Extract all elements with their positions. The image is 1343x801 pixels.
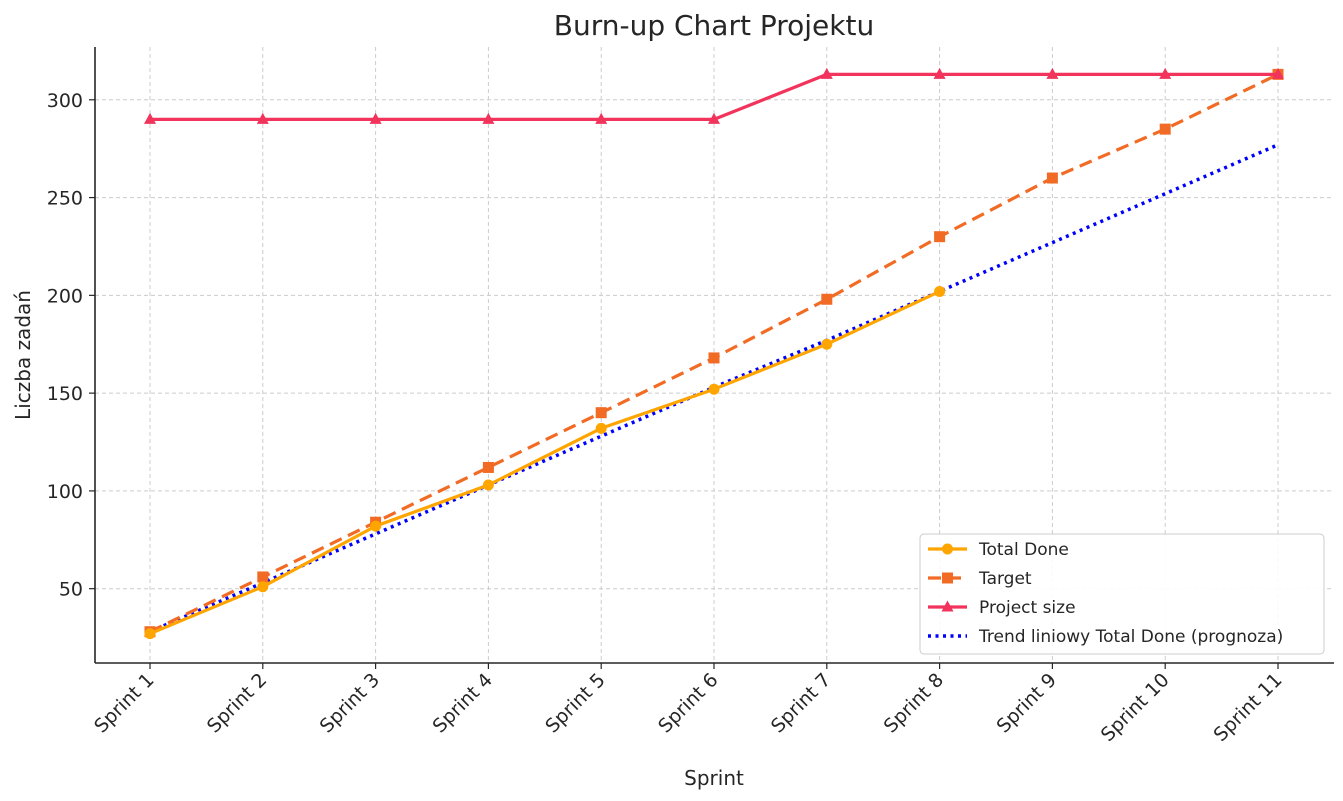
x-tick-label: Sprint 6 <box>654 669 722 737</box>
data-point-project-size <box>708 112 720 124</box>
data-point-total-done <box>257 581 269 593</box>
data-point-project-size <box>256 112 269 124</box>
data-point-total-done <box>595 422 607 434</box>
x-tick-label: Sprint 7 <box>767 669 835 737</box>
y-tick-label: 300 <box>47 90 83 112</box>
series-total-done <box>144 285 946 640</box>
data-point-project-size <box>369 112 382 124</box>
x-tick-label: Sprint 1 <box>90 669 158 737</box>
data-point-project-size <box>144 112 156 124</box>
data-point-target <box>708 352 720 364</box>
x-tick-label: Sprint 11 <box>1210 669 1287 746</box>
data-point-project-size <box>482 112 495 124</box>
series-trend-liniowy-total-done-prognoza <box>149 143 1279 634</box>
data-point-total-done <box>708 383 720 395</box>
legend-box <box>919 533 1325 655</box>
x-tick-label: Sprint 3 <box>316 669 384 737</box>
series-line-trend-liniowy-total-done-prognoza <box>149 143 1279 634</box>
data-point-target <box>482 461 494 473</box>
x-tick-label: Sprint 2 <box>203 669 271 737</box>
data-point-target <box>257 571 269 583</box>
data-point-total-done <box>934 285 946 297</box>
x-tick-label: Sprint 4 <box>428 669 496 737</box>
x-axis-title: Sprint <box>684 766 744 790</box>
legend-label: Project size <box>979 598 1076 618</box>
data-point-project-size <box>595 112 608 124</box>
data-point-total-done <box>821 338 833 350</box>
x-tick-label: Sprint 9 <box>992 669 1060 737</box>
y-tick-label: 200 <box>47 285 83 307</box>
legend-marker-target <box>942 572 953 584</box>
y-tick-label: 50 <box>59 579 83 601</box>
legend-label: Target <box>978 569 1032 589</box>
y-axis-title: Liczba zadań <box>11 290 35 420</box>
data-point-target <box>821 293 833 305</box>
data-point-project-size <box>933 67 946 79</box>
x-axis-ticks: Sprint 1 Sprint 2 Sprint 3 Sprint 4 Sprint 5… <box>90 663 1287 746</box>
x-tick-label: Sprint 10 <box>1097 669 1174 746</box>
data-point-project-size <box>1046 67 1059 79</box>
legend: Total Done Target Project size Trend liniow… <box>919 533 1325 655</box>
legend-item-trend-liniowy-total-done-prognoza: Trend liniowy Total Done (prognoza) <box>928 627 1283 647</box>
data-point-target <box>1046 172 1058 184</box>
y-axis-ticks: 50 100 150 200 250 300 <box>47 90 95 601</box>
chart-title: Burn-up Chart Projektu <box>554 9 874 42</box>
data-point-total-done <box>482 479 494 491</box>
legend-label: Trend liniowy Total Done (prognoza) <box>978 627 1283 647</box>
y-tick-label: 100 <box>47 481 83 503</box>
y-tick-label: 250 <box>47 188 83 210</box>
y-tick-label: 150 <box>47 383 83 405</box>
series-project-size <box>144 67 1284 124</box>
data-point-total-done <box>370 520 382 532</box>
series <box>144 67 1284 640</box>
data-point-target <box>595 407 607 419</box>
legend-item-target: Target <box>928 569 1032 589</box>
data-point-target <box>934 231 946 243</box>
legend-item-total-done: Total Done <box>928 540 1069 560</box>
data-point-project-size <box>1272 67 1284 79</box>
legend-marker-total-done <box>942 543 953 555</box>
x-tick-label: Sprint 8 <box>880 669 948 737</box>
x-tick-label: Sprint 5 <box>541 669 609 737</box>
series-line-total-done <box>149 289 941 636</box>
legend-marker-project-size <box>941 600 954 612</box>
legend-item-project-size: Project size <box>928 598 1076 618</box>
legend-label: Total Done <box>978 540 1069 560</box>
data-point-project-size <box>1159 67 1172 79</box>
data-point-target <box>1159 123 1171 135</box>
data-point-total-done <box>144 628 156 640</box>
data-point-project-size <box>820 67 833 79</box>
